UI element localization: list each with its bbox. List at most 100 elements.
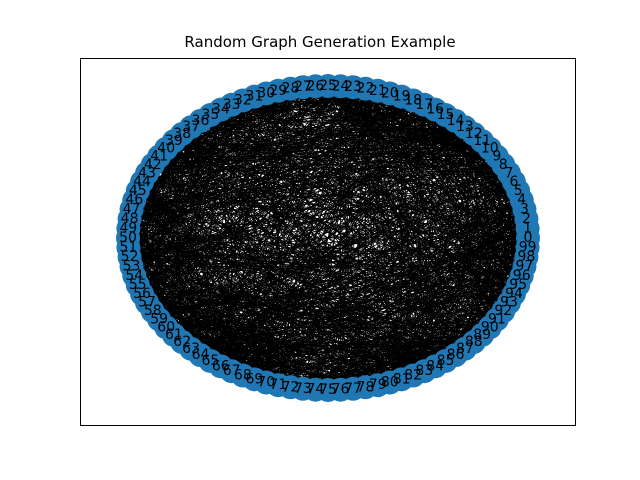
graph-node-label: 56 xyxy=(133,286,151,302)
graph-node-label: 62 xyxy=(173,334,191,350)
graph-node-label: 51 xyxy=(119,240,137,256)
graph-node xyxy=(515,235,540,260)
graph-edge xyxy=(152,247,528,312)
graph-edge xyxy=(365,88,510,303)
graph-edge xyxy=(191,284,519,350)
graph-edge xyxy=(423,120,456,372)
graph-node-label: 31 xyxy=(245,89,263,105)
graph-edge xyxy=(129,247,528,258)
graph-edge xyxy=(137,284,446,362)
graph-node-label: 63 xyxy=(182,341,200,357)
graph-node-label: 95 xyxy=(509,277,527,293)
graph-edge xyxy=(315,85,528,248)
graph-node-label: 13 xyxy=(456,119,474,135)
graph-edge xyxy=(152,256,527,312)
graph-node-label: 33 xyxy=(223,97,241,113)
graph-node-label: 54 xyxy=(125,268,143,284)
graph-node-label: 4 xyxy=(517,192,526,208)
graph-node-label: 45 xyxy=(129,183,147,199)
graph-edge xyxy=(231,275,522,372)
graph-edge xyxy=(254,96,527,258)
graph-edge xyxy=(173,140,528,248)
graph-edge xyxy=(290,302,510,388)
graph-node-label: 7 xyxy=(505,165,514,181)
graph-edge xyxy=(166,302,509,328)
graph-edge xyxy=(434,109,527,258)
graph-node-label: 71 xyxy=(269,377,287,393)
graph-node-label: 50 xyxy=(119,230,137,246)
graph-node-label: 41 xyxy=(150,149,168,165)
graph-edge xyxy=(173,247,528,336)
graph-node-label: 40 xyxy=(157,141,175,157)
graph-node-label: 55 xyxy=(129,277,147,293)
graph-node-label: 79 xyxy=(369,377,387,393)
graph-edge xyxy=(181,133,391,383)
graph-node-label: 46 xyxy=(125,192,143,208)
graph-edge xyxy=(365,88,528,248)
graph-edge xyxy=(242,293,515,376)
graph-node-label: 85 xyxy=(437,353,455,369)
graph-edge xyxy=(152,266,525,312)
graph-edge xyxy=(191,275,522,350)
graph-node-label: 44 xyxy=(133,174,151,190)
graph-edge xyxy=(265,93,510,304)
graph-edge xyxy=(242,100,525,267)
graph-edge xyxy=(200,256,527,356)
graph-node-label: 27 xyxy=(294,79,312,95)
graph-edge xyxy=(134,256,527,277)
graph-edge xyxy=(158,156,304,390)
graph-edge xyxy=(315,256,527,391)
graph-edge xyxy=(340,256,527,391)
graph-node-label: 59 xyxy=(150,311,168,327)
graph-edge xyxy=(127,237,490,328)
graph-node-label: 36 xyxy=(192,113,210,129)
graph-edge xyxy=(127,237,527,258)
graph-node-label: 92 xyxy=(494,303,512,319)
graph-node-label: 60 xyxy=(157,319,175,335)
graph-node-label: 35 xyxy=(202,107,220,123)
graph-edge xyxy=(389,266,525,383)
graph-node-label: 48 xyxy=(121,211,139,227)
graph-node-label: 21 xyxy=(369,83,387,99)
graph-edge xyxy=(158,156,498,320)
graph-node-label: 39 xyxy=(165,133,183,149)
graph-edge xyxy=(166,266,525,328)
graph-node-label: 94 xyxy=(505,286,523,302)
graph-edge xyxy=(290,88,527,258)
graph-edge xyxy=(166,148,527,258)
graph-node-label: 88 xyxy=(465,334,483,350)
graph-edge xyxy=(210,114,391,383)
graph-edge xyxy=(340,86,525,267)
graph-node-label: 14 xyxy=(447,113,465,129)
graph-edge xyxy=(131,209,436,367)
graph-edge xyxy=(365,275,522,388)
graph-edge xyxy=(327,310,504,391)
graph-node-label: 98 xyxy=(518,249,536,265)
graph-edge xyxy=(352,87,456,356)
graph-edge xyxy=(190,247,528,350)
graph-edge xyxy=(137,190,378,386)
graph-node-label: 10 xyxy=(481,141,499,157)
graph-node-label: 72 xyxy=(282,379,300,395)
graph-node-label: 37 xyxy=(182,119,200,135)
graph-edge xyxy=(142,293,509,304)
graph-node-label: 32 xyxy=(234,92,252,108)
graph-edge xyxy=(352,86,527,258)
graph-node-label: 82 xyxy=(404,368,422,384)
graph-edge xyxy=(190,126,528,248)
graph-edge xyxy=(134,199,510,304)
graph-edge xyxy=(152,310,490,328)
graph-node-label: 19 xyxy=(393,89,411,105)
figure-title: Random Graph Generation Example xyxy=(184,33,456,51)
graph-node-label: 42 xyxy=(144,157,162,173)
graph-edge xyxy=(278,247,528,386)
graph-node-label: 67 xyxy=(223,363,241,379)
graph-node-label: 69 xyxy=(245,371,263,387)
graph-node-label: 28 xyxy=(282,81,300,97)
graph-edge xyxy=(389,256,527,383)
graph-edge xyxy=(302,86,527,258)
graph-edge xyxy=(210,114,414,376)
graph-node-label: 78 xyxy=(357,379,375,395)
graph-edge xyxy=(340,86,366,388)
